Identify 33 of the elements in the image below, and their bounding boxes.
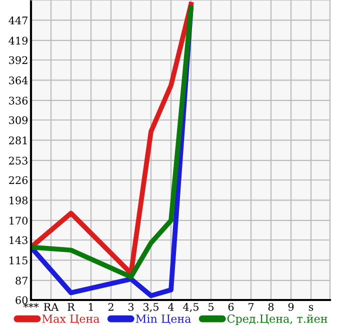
y-tick-label: 143 (10, 236, 28, 244)
y-tick-label: 364 (9, 76, 28, 84)
y-tick-label: 198 (10, 196, 28, 204)
y-tick-label: 60 (16, 296, 28, 304)
x-tick-label: 7 (248, 303, 254, 311)
x-tick-label: *** (23, 302, 39, 308)
x-tick-label: 6 (228, 302, 234, 311)
x-tick-label: 9 (288, 302, 294, 311)
x-tick-label: 4 (168, 302, 174, 311)
x-tick-label: 3,5 (144, 302, 158, 312)
legend-label: Max Цена (42, 314, 100, 324)
y-tick-label: 392 (9, 56, 28, 64)
y-tick-label: 419 (8, 36, 28, 45)
x-tick-label: 3 (128, 302, 134, 311)
y-tick-label: 115 (10, 256, 28, 264)
y-tick-label: 309 (9, 116, 28, 124)
x-tick-label: s (308, 305, 314, 311)
x-tick-label: 1 (88, 302, 93, 311)
y-tick-label: 87 (16, 276, 28, 285)
y-tick-label: 226 (9, 176, 28, 184)
x-tick-label: RA (44, 303, 59, 311)
y-tick-label: 253 (9, 156, 28, 165)
x-tick-label: 4,5 (183, 302, 198, 312)
y-tick-label: 281 (9, 136, 27, 144)
y-tick-label: 336 (9, 96, 28, 105)
x-tick-label: 5 (208, 303, 214, 311)
y-tick-label: 447 (8, 16, 28, 24)
x-tick-label: 8 (268, 302, 274, 311)
legend-label: Сред.Цена, т.йен (227, 314, 328, 325)
x-tick-label: 2 (108, 302, 114, 311)
x-tick-label: R (68, 303, 76, 311)
y-tick-label: 170 (10, 216, 28, 225)
legend-label: Min Цена (136, 314, 191, 324)
